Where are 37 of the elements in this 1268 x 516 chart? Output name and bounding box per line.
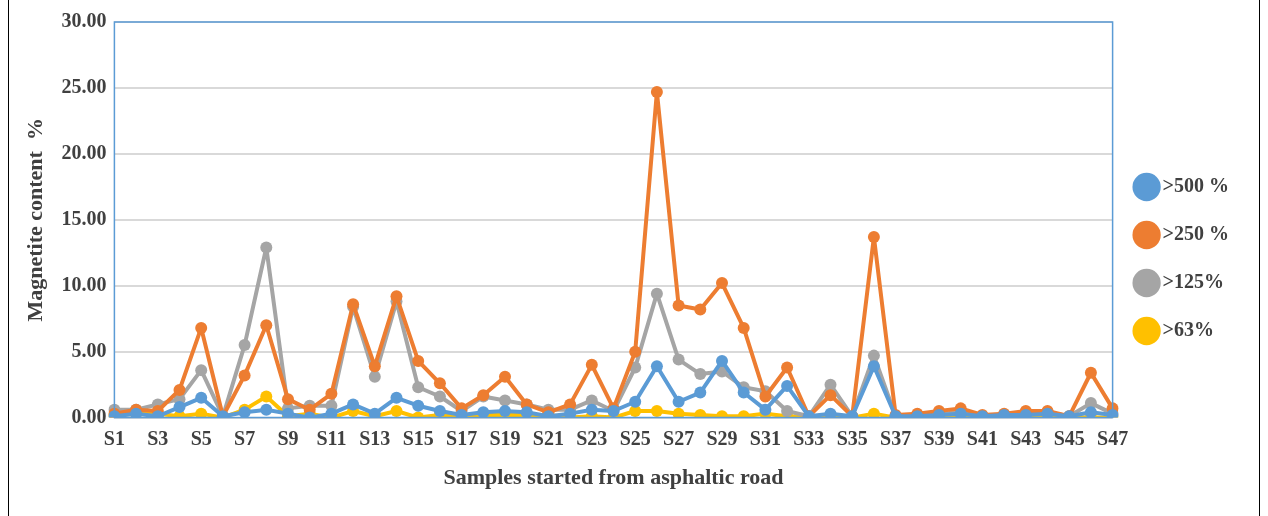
x-tick-label: S43 (1010, 426, 1042, 449)
x-tick-label: S5 (190, 426, 212, 449)
x-tick-label: S35 (836, 426, 868, 449)
x-tick-label: S33 (793, 426, 825, 449)
x-tick-label: S17 (446, 426, 478, 449)
x-tick-label: S9 (277, 426, 299, 449)
x-tick-label: S1 (103, 426, 125, 449)
y-axis-title: Magnetite content % (21, 118, 47, 322)
x-tick-label: S39 (923, 426, 955, 449)
y-tick-label: 10.00 (61, 272, 107, 295)
x-tick-label: S7 (234, 426, 256, 449)
x-tick-label: S15 (402, 426, 434, 449)
x-tick-label: S29 (706, 426, 738, 449)
x-tick-label: S19 (489, 426, 521, 449)
x-tick-label: S13 (359, 426, 391, 449)
x-tick-label: S11 (316, 426, 347, 449)
legend-label: >500 % (1162, 174, 1230, 197)
x-tick-label: S23 (576, 426, 608, 449)
x-tick-label: S47 (1097, 426, 1129, 449)
y-tick-label: 30.00 (61, 9, 107, 32)
x-tick-label: S45 (1053, 426, 1085, 449)
x-tick-label: S25 (619, 426, 651, 449)
x-tick-label: S21 (532, 426, 564, 449)
x-tick-label: S41 (966, 426, 998, 449)
x-tick-label: S3 (147, 426, 169, 449)
y-tick-label: 25.00 (61, 75, 107, 98)
x-tick-label: S27 (663, 426, 695, 449)
legend-label: >125% (1162, 270, 1225, 293)
legend-label: >63% (1162, 318, 1215, 341)
x-tick-label: S31 (749, 426, 781, 449)
x-axis-title: Samples started from asphaltic road (443, 464, 784, 490)
y-tick-label: 15.00 (61, 206, 107, 229)
y-tick-label: 0.00 (71, 404, 107, 427)
x-tick-label: S37 (880, 426, 912, 449)
legend-label: >250 % (1162, 222, 1230, 245)
y-tick-label: 5.00 (71, 338, 107, 361)
y-tick-label: 20.00 (61, 141, 107, 164)
